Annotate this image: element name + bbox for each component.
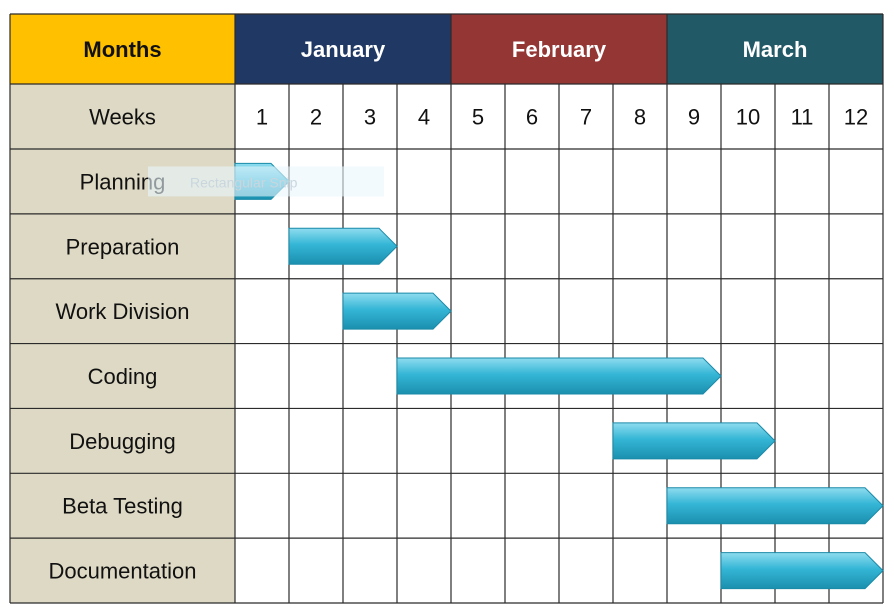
task-label: Preparation: [66, 234, 180, 259]
week-tick-label: 10: [736, 105, 760, 130]
month-label: March: [743, 37, 808, 62]
task-bar: [288, 227, 398, 265]
task-label: Documentation: [49, 559, 197, 584]
task-label: Work Division: [55, 299, 189, 324]
month-header-january: [235, 14, 451, 84]
week-tick-label: 6: [526, 105, 538, 130]
task-bar: [666, 487, 884, 525]
month-header-march: [667, 14, 883, 84]
week-tick-label: 1: [256, 105, 268, 130]
task-bar: [396, 357, 722, 395]
week-tick-label: 3: [364, 105, 376, 130]
month-header-february: [451, 14, 667, 84]
month-label: January: [301, 37, 386, 62]
months-header-label: Months: [83, 37, 161, 62]
week-tick-label: 7: [580, 105, 592, 130]
snip-tooltip-text: Rectangular Snip: [190, 174, 298, 190]
week-tick-label: 8: [634, 105, 646, 130]
week-tick-label: 12: [844, 105, 868, 130]
task-label: Beta Testing: [62, 494, 183, 519]
week-tick-label: 9: [688, 105, 700, 130]
task-bar: [342, 292, 452, 330]
snip-tooltip-bg: [148, 166, 384, 197]
week-tick-label: 4: [418, 105, 430, 130]
week-tick-label: 2: [310, 105, 322, 130]
week-tick-label: 11: [791, 105, 814, 130]
months-header-cell: [10, 14, 235, 84]
task-bar: [612, 422, 776, 460]
month-label: February: [512, 37, 607, 62]
weeks-header-label: Weeks: [89, 105, 156, 130]
task-label: Debugging: [69, 429, 175, 454]
week-tick-label: 5: [472, 105, 484, 130]
task-bar: [720, 552, 884, 590]
task-label: Coding: [88, 364, 158, 389]
